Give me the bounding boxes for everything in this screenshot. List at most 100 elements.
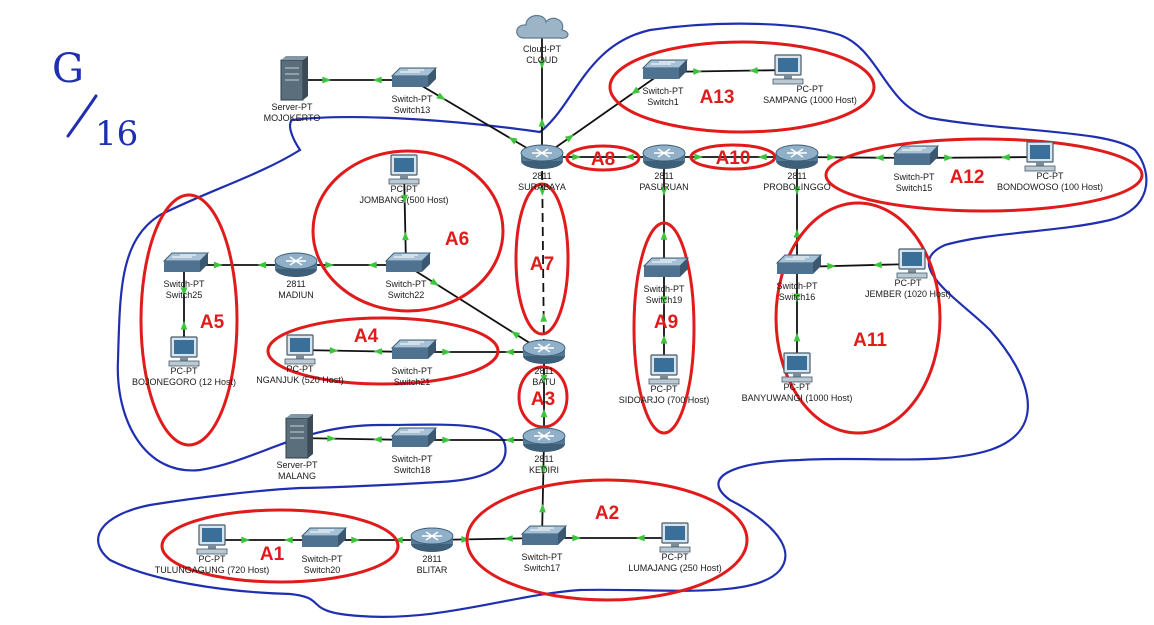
device-switch20[interactable]: Switch-PT Switch20 [300, 527, 348, 575]
port-indicator [540, 465, 547, 475]
device-switch22[interactable]: Switch-PT Switch22 [384, 252, 432, 300]
device-server-mojokerto[interactable]: Server-PT MOJOKERTO [264, 56, 321, 123]
device-label: Cloud-PT CLOUD [523, 44, 562, 65]
link-switch22-pc-jombang[interactable] [401, 169, 409, 266]
device-r-blitar[interactable]: 2811 BLITAR [410, 527, 454, 575]
area-a11: A11 [774, 201, 942, 435]
port-indicator [564, 134, 574, 143]
device-pc-banyuwangi[interactable]: PC-PT BANYUWANGI (1000 Host) [742, 352, 853, 403]
link-r-pasuruan-switch19[interactable] [660, 157, 668, 270]
router-icon [642, 144, 686, 169]
area-outline [824, 137, 1144, 213]
device-switch17[interactable]: Switch-PT Switch17 [520, 525, 568, 573]
area-label: A6 [445, 229, 469, 250]
port-indicator [793, 229, 801, 238]
device-label: Switch-PT Switch25 [163, 279, 205, 300]
area-label: A7 [530, 254, 554, 275]
device-pc-jombang[interactable]: PC-PT JOMBANG (500 Host) [359, 154, 449, 205]
switch-icon [390, 67, 438, 87]
port-indicator [213, 261, 223, 269]
link-cloud-r-surabaya[interactable] [538, 30, 546, 157]
device-pc-jember[interactable]: PC-PT JEMBER (1020 Host) [865, 248, 951, 299]
device-label: 2811 BATU [532, 366, 555, 387]
device-pc-sidoarjo[interactable]: PC-PT SIDOARJO (700 Host) [619, 354, 710, 405]
link-switch19-pc-sidoarjo[interactable] [660, 270, 668, 370]
device-switch13[interactable]: Switch-PT Switch13 [390, 67, 438, 115]
device-switch19[interactable]: Switch-PT Switch19 [642, 257, 690, 305]
area-outline [689, 143, 777, 171]
port-indicator [257, 261, 267, 269]
device-switch16[interactable]: Switch-PT Switch16 [775, 254, 823, 302]
device-pc-tulungagung[interactable]: PC-PT TULUNGAGUNG (720 Host) [155, 524, 270, 575]
port-indicator [636, 534, 645, 542]
port-indicator [873, 261, 882, 269]
device-pc-lumajang[interactable]: PC-PT LUMAJANG (250 Host) [628, 522, 722, 573]
device-switch18[interactable]: Switch-PT Switch18 [390, 427, 438, 475]
area-a7: A7 [514, 182, 570, 336]
port-indicator [827, 262, 836, 270]
zone-outline-main [97, 22, 1148, 618]
port-indicator [401, 194, 408, 204]
port-indicator [572, 153, 581, 161]
port-indicator [827, 153, 836, 161]
device-label: PC-PT SIDOARJO (700 Host) [619, 384, 710, 405]
switch-icon [384, 252, 432, 272]
device-label: Switch-PT Switch17 [521, 552, 563, 573]
area-label: A11 [853, 330, 887, 351]
area-outline [160, 508, 400, 584]
link-switch13-r-surabaya[interactable] [411, 79, 543, 158]
port-indicator [660, 296, 668, 305]
device-r-probolinggo[interactable]: 2811 PROBOLINGGO [763, 144, 831, 192]
device-label: PC-PT JEMBER (1020 Host) [865, 278, 951, 299]
port-indicator [693, 68, 702, 75]
device-pc-nganjuk[interactable]: PC-PT NGANJUK (520 Host) [256, 334, 344, 385]
device-cloud[interactable]: Cloud-PT CLOUD [516, 15, 569, 65]
link-r-probolinggo-switch16[interactable] [793, 157, 801, 267]
device-label: Server-PT MALANG [276, 460, 318, 481]
device-switch25[interactable]: Switch-PT Switch25 [162, 252, 210, 300]
device-pc-bojonegoro[interactable]: PC-PT BOJONEGORO (12 Host) [132, 336, 236, 387]
link-switch22-r-batu[interactable] [405, 264, 545, 353]
port-indicator [793, 332, 801, 342]
device-r-kediri[interactable]: 2811 KEDIRI [522, 427, 566, 475]
port-indicator [373, 348, 383, 355]
switch-icon [162, 252, 210, 272]
port-indicator [505, 436, 514, 444]
device-pc-sampang[interactable]: PC-PT SAMPANG (1000 Host) [763, 54, 857, 105]
device-pc-bondowoso[interactable]: PC-PT BONDOWOSO (100 Host) [997, 141, 1103, 192]
area-outline [139, 193, 239, 447]
link-switch1-r-surabaya[interactable] [541, 71, 664, 158]
pc-icon [896, 248, 928, 279]
port-indicator [368, 261, 377, 269]
device-switch1[interactable]: Switch-PT Switch1 [641, 59, 689, 107]
router-icon [410, 527, 454, 552]
port-indicator [442, 436, 451, 444]
subnet-area-markers: A1 A2 A3 A4 A5 A6 A7 A8 A9 A10 A11 A12 A13 [139, 40, 1144, 602]
device-server-malang[interactable]: Server-PT MALANG [276, 414, 318, 481]
port-indicator [504, 535, 513, 542]
link-switch16-pc-banyuwangi[interactable] [793, 267, 801, 368]
port-indicator [540, 408, 548, 418]
device-r-pasuruan[interactable]: 2811 PASURUAN [639, 144, 689, 192]
port-indicator [436, 92, 446, 100]
device-r-batu[interactable]: 2811 BATU [522, 339, 566, 387]
device-r-madiun[interactable]: 2811 MADIUN [274, 252, 318, 300]
area-outline [774, 201, 942, 435]
pc-icon [772, 54, 804, 85]
port-indicator [394, 536, 403, 544]
pc-icon [168, 336, 200, 367]
device-switch21[interactable]: Switch-PT Switch21 [390, 339, 438, 387]
switch-icon [775, 254, 823, 274]
port-indicator [1001, 153, 1010, 161]
handwritten-top: G [52, 46, 84, 92]
link-r-kediri-switch17[interactable] [539, 439, 547, 539]
link-r-surabaya-r-batu[interactable] [538, 156, 548, 353]
port-indicator [944, 154, 953, 162]
device-r-surabaya[interactable]: 2811 SURABAYA [518, 144, 566, 192]
cloud-icon [516, 15, 569, 39]
area-label: A13 [700, 87, 735, 108]
area-a1: A1 [160, 508, 400, 584]
device-switch15[interactable]: Switch-PT Switch15 [892, 145, 940, 193]
